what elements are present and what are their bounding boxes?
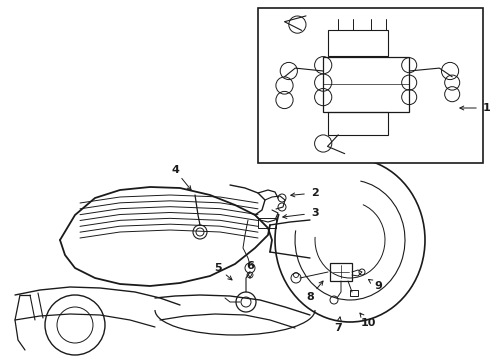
Text: 3: 3 (311, 208, 319, 218)
Text: 5: 5 (214, 263, 222, 273)
Bar (330, 263, 352, 281)
Text: 10: 10 (360, 318, 376, 328)
Bar (258, 218, 276, 228)
Text: 9: 9 (374, 281, 382, 291)
Bar (327, 30, 388, 57)
Text: 7: 7 (334, 323, 342, 333)
Bar (258, 8, 483, 163)
Bar (350, 290, 358, 296)
Bar (327, 112, 388, 135)
Text: 8: 8 (306, 292, 314, 302)
Text: 1: 1 (483, 103, 490, 113)
Text: 6: 6 (246, 261, 254, 271)
Bar (323, 57, 409, 112)
Text: 2: 2 (311, 188, 319, 198)
Text: 4: 4 (171, 165, 179, 175)
